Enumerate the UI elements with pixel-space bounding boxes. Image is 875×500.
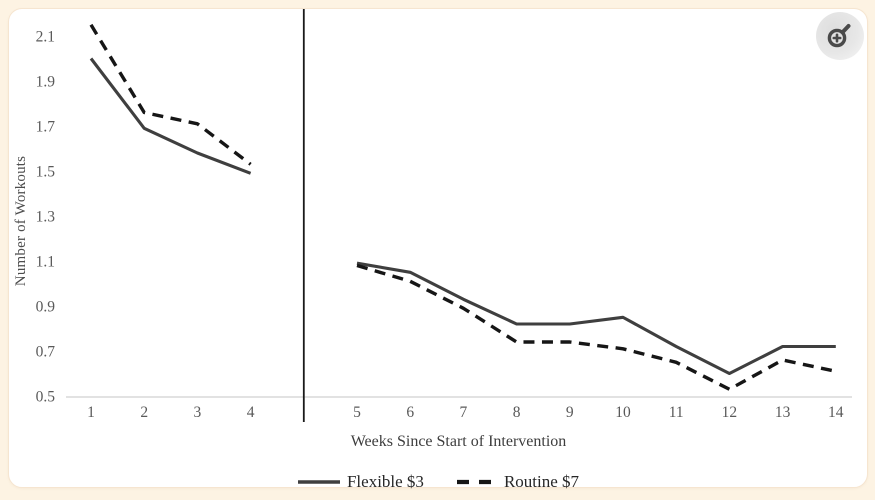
y-tick-label: 1.7 — [36, 119, 56, 136]
x-tick-label: 7 — [460, 404, 468, 421]
x-tick-label: 10 — [615, 404, 631, 421]
y-tick-label: 0.7 — [36, 344, 56, 361]
y-tick-label: 1.1 — [36, 254, 55, 271]
chart-card: 0.5 0.7 0.9 1.1 1.3 1.5 1.7 1.9 2.1 1 2 3 4 5 6 7 8 9 10 11… — [8, 8, 868, 491]
legend-label-flexible: Flexible $3 — [346, 472, 424, 491]
x-tick-label: 8 — [513, 404, 521, 421]
x-tick-label: 5 — [353, 404, 361, 421]
y-tick-label: 1.3 — [36, 209, 56, 226]
x-tick-label: 13 — [775, 404, 791, 421]
y-tick-label: 1.9 — [36, 74, 56, 91]
legend-item-routine: Routine $7 — [456, 472, 579, 492]
y-tick-label: 2.1 — [36, 29, 55, 46]
series-line-routine — [89, 23, 837, 391]
x-tick-label: 2 — [140, 404, 148, 421]
y-tick-label: 0.5 — [36, 389, 56, 406]
zoom-in-icon — [827, 24, 851, 48]
x-tick-label: 12 — [722, 404, 738, 421]
legend-item-flexible: Flexible $3 — [297, 472, 424, 492]
solid-line-swatch — [297, 480, 340, 484]
series-line-flexible — [89, 57, 836, 376]
x-tick-label: 11 — [669, 404, 684, 421]
x-tick-label: 14 — [828, 404, 844, 421]
x-tick-label: 4 — [247, 404, 255, 421]
legend: Flexible $3 Routine $7 — [9, 470, 867, 494]
x-tick-label: 1 — [87, 404, 95, 421]
zoom-button[interactable] — [816, 12, 864, 60]
x-tick-label: 9 — [566, 404, 574, 421]
x-axis-title: Weeks Since Start of Intervention — [350, 433, 567, 450]
x-tick-label: 3 — [194, 404, 202, 421]
plot-svg: 0.50.70.91.11.31.51.71.92.11 2 3 4 5 6 7 8 9 10 11… — [36, 9, 852, 422]
y-tick-label: 1.5 — [36, 164, 56, 181]
dashed-line-swatch — [456, 479, 498, 485]
x-tick-label: 6 — [406, 404, 414, 421]
y-tick-label: 0.9 — [36, 299, 56, 316]
y-axis-title: Number of Workouts — [13, 155, 29, 287]
legend-label-routine: Routine $7 — [503, 472, 580, 491]
